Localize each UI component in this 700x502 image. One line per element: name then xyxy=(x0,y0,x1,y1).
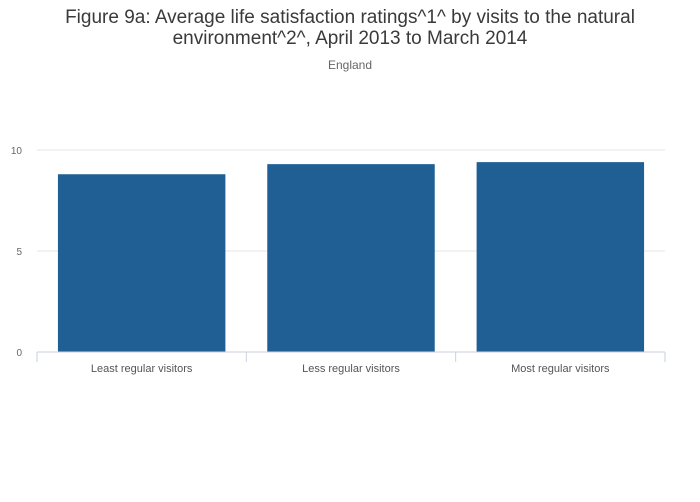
bar xyxy=(57,174,226,352)
bar xyxy=(476,162,645,352)
x-tick-label: Most regular visitors xyxy=(511,363,610,375)
y-tick-label: 0 xyxy=(16,348,22,359)
chart-subtitle: England xyxy=(327,58,373,72)
y-tick-label: 5 xyxy=(16,247,22,258)
x-tick-label: Least regular visitors xyxy=(91,363,193,375)
y-tick-label: 10 xyxy=(11,146,23,157)
chart-title: Figure 9a: Average life satisfaction rat… xyxy=(65,7,635,49)
bar xyxy=(267,164,435,352)
x-tick-label: Less regular visitors xyxy=(302,363,400,375)
